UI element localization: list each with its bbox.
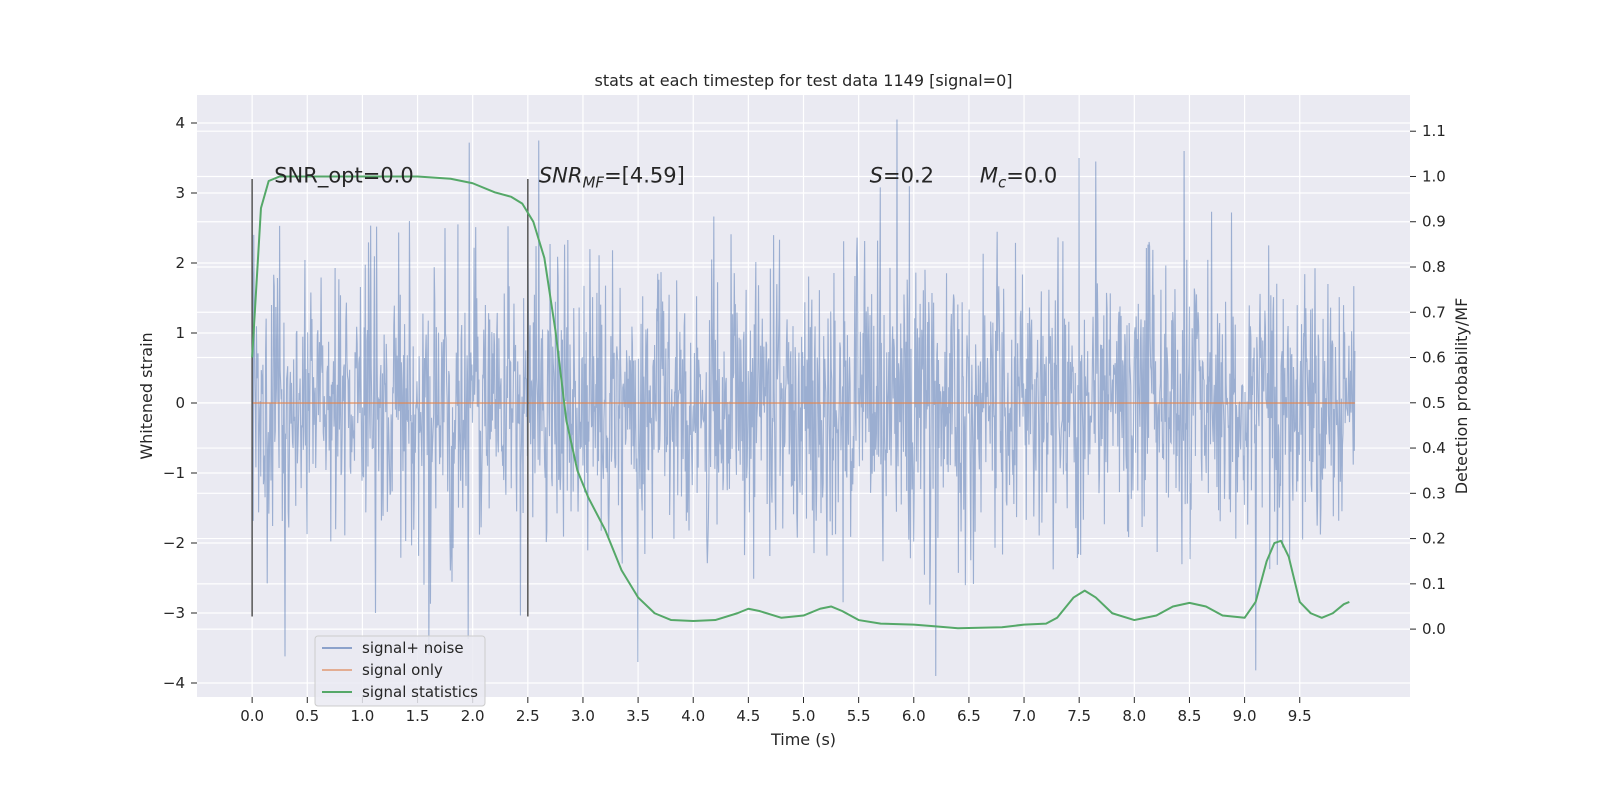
x-tick-label: 3.5 — [626, 707, 650, 725]
y-tick-label: −4 — [163, 674, 185, 692]
x-tick-label: 9.0 — [1233, 707, 1257, 725]
x-tick-label: 3.0 — [571, 707, 595, 725]
annotations: SNR_opt=0.0 SNRMF=[4.59] S=0.2 Mc=0.0 — [274, 164, 1057, 192]
legend-label-noise: signal+ noise — [362, 639, 464, 657]
y-tick-label: 1 — [175, 324, 185, 342]
y2-tick-label: 0.8 — [1422, 258, 1446, 276]
chart-title: stats at each timestep for test data 114… — [594, 71, 1012, 90]
vertical-markers — [251, 179, 529, 617]
x-tick-label: 2.5 — [516, 707, 540, 725]
y2-tick-label: 0.1 — [1422, 575, 1446, 593]
annotation-3: Mc=0.0 — [980, 164, 1057, 192]
y-tick-label: 4 — [175, 114, 185, 132]
legend-box — [314, 635, 486, 707]
y-tick-label: −3 — [163, 604, 185, 622]
y2-tick-label: 1.0 — [1422, 167, 1446, 185]
noise-line — [251, 119, 1356, 677]
x-tick-label: 4.5 — [736, 707, 760, 725]
y2-axis-label: Detection probability/MF — [1452, 298, 1471, 495]
y2-tick-label: 1.1 — [1422, 122, 1446, 140]
y2-tick-label: 0.5 — [1422, 394, 1446, 412]
x-tick-label: 6.5 — [957, 707, 981, 725]
annotation-0: SNR_opt=0.0 — [274, 164, 414, 189]
legend-label-signal: signal only — [362, 661, 443, 679]
annotation-2: S=0.2 — [870, 164, 934, 188]
x-tick-label: 6.0 — [902, 707, 926, 725]
x-tick-label: 5.5 — [847, 707, 871, 725]
y-tick-label: −2 — [163, 534, 185, 552]
y-tick-label: −1 — [163, 464, 185, 482]
x-tick-label: 5.0 — [792, 707, 816, 725]
y-tick-label: 3 — [175, 184, 185, 202]
y2-tick-label: 0.7 — [1422, 303, 1446, 321]
y2-tick-label: 0.4 — [1422, 439, 1446, 457]
axis-ticks: 0.0 0.5 1.0 1.5 2.0 2.5 3.0 3.5 4.0 4.5 5.0 5.5 6.0 6… — [163, 114, 1446, 725]
x-tick-label: 1.0 — [350, 707, 374, 725]
legend-label-stats: signal statistics — [362, 683, 478, 701]
x-tick-label: 0.0 — [240, 707, 264, 725]
annotation-1: SNRMF=[4.59] — [539, 164, 685, 192]
y2-tick-label: 0.6 — [1422, 349, 1446, 367]
y2-tick-label: 0.0 — [1422, 620, 1446, 638]
stats-series — [251, 175, 1350, 630]
signal-statistics-line — [251, 175, 1350, 630]
legend: signal+ noise signal only signal statist… — [314, 635, 486, 707]
y-tick-label: 2 — [175, 254, 185, 272]
x-tick-label: 4.0 — [681, 707, 705, 725]
x-tick-label: 7.0 — [1012, 707, 1036, 725]
x-tick-label: 8.0 — [1122, 707, 1146, 725]
x-tick-label: 9.5 — [1288, 707, 1312, 725]
y2-tick-label: 0.2 — [1422, 530, 1446, 548]
x-tick-label: 7.5 — [1067, 707, 1091, 725]
y-tick-label: 0 — [175, 394, 185, 412]
x-tick-label: 2.0 — [461, 707, 485, 725]
x-tick-label: 8.5 — [1178, 707, 1202, 725]
noise-series — [251, 119, 1356, 677]
x-tick-label: 1.5 — [406, 707, 430, 725]
y2-tick-label: 0.3 — [1422, 484, 1446, 502]
y-axis-label: Whitened strain — [137, 332, 156, 459]
x-axis-label: Time (s) — [770, 730, 836, 749]
y2-tick-label: 0.9 — [1422, 213, 1446, 231]
x-tick-label: 0.5 — [295, 707, 319, 725]
